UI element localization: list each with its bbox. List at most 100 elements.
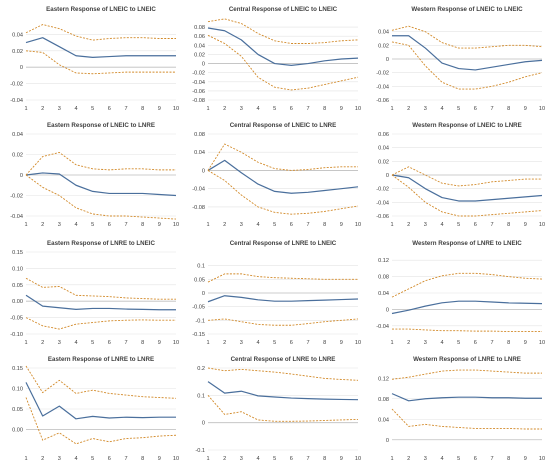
irf-panel-7: Eastern Response of LNRE to LNEIC -0.10 -0… bbox=[10, 240, 179, 346]
x-tick-label: 8 bbox=[507, 222, 510, 228]
y-tick-label: 0.06 bbox=[378, 132, 389, 138]
y-tick-label: 0 bbox=[386, 57, 389, 63]
irf-panel-12: Western Response of LNRE to LNRE 0 0.04 0.0… bbox=[378, 356, 545, 462]
response-line bbox=[25, 382, 176, 420]
y-tick-label: 0.08 bbox=[378, 275, 389, 281]
panel-title: Western Response of LNEIC to LNRE bbox=[412, 122, 522, 129]
x-tick-label: 7 bbox=[490, 106, 493, 112]
y-tick-label: -0.04 bbox=[376, 200, 389, 206]
x-tick-label: 8 bbox=[323, 222, 326, 228]
lower-band-line bbox=[207, 34, 359, 91]
x-tick-label: 8 bbox=[507, 456, 510, 462]
x-tick-label: 6 bbox=[108, 106, 111, 112]
lower-band-line bbox=[392, 328, 542, 332]
irf-panel-1: Eastern Response of LNEIC to LNEIC -0.04 -… bbox=[10, 6, 179, 112]
lower-band-line bbox=[25, 397, 177, 445]
x-tick-label: 8 bbox=[323, 456, 326, 462]
y-tick-label: -0.02 bbox=[376, 71, 389, 77]
x-tick-label: 8 bbox=[323, 106, 326, 112]
upper-band-line bbox=[207, 273, 358, 283]
y-tick-label: 0.02 bbox=[12, 153, 23, 159]
x-tick-label: 9 bbox=[340, 106, 343, 112]
x-tick-label: 5 bbox=[91, 222, 94, 228]
x-tick-label: 2 bbox=[41, 340, 44, 346]
x-tick-label: 2 bbox=[223, 340, 226, 346]
y-tick-label: -0.15 bbox=[192, 332, 205, 338]
lower-band-line bbox=[391, 41, 543, 90]
x-tick-label: 5 bbox=[273, 456, 276, 462]
y-tick-label: 0 bbox=[20, 65, 23, 71]
x-tick-label: 2 bbox=[407, 222, 410, 228]
lower-band-line bbox=[391, 174, 543, 217]
x-tick-label: 4 bbox=[74, 340, 77, 346]
y-tick-label: 0.10 bbox=[12, 266, 23, 272]
y-tick-label: 0.04 bbox=[378, 146, 389, 152]
x-tick-label: 7 bbox=[124, 340, 127, 346]
x-tick-label: 9 bbox=[340, 222, 343, 228]
lower-band-line bbox=[25, 174, 177, 220]
y-tick-label: -0.05 bbox=[10, 316, 23, 322]
y-tick-label: -0.02 bbox=[192, 71, 205, 77]
y-tick-label: -0.02 bbox=[10, 82, 23, 88]
x-tick-label: 6 bbox=[474, 456, 477, 462]
x-tick-label: 3 bbox=[58, 456, 61, 462]
y-tick-label: 0.12 bbox=[378, 258, 389, 264]
panel-title: Western Response of LNRE to LNRE bbox=[413, 356, 521, 363]
x-tick-label: 9 bbox=[340, 340, 343, 346]
x-tick-label: 7 bbox=[306, 106, 309, 112]
y-tick-label: 0.15 bbox=[12, 250, 23, 256]
x-tick-label: 2 bbox=[41, 456, 44, 462]
x-tick-label: 2 bbox=[223, 106, 226, 112]
y-tick-label: 0.00 bbox=[12, 299, 23, 305]
panel-title: Western Response of LNEIC to LNEIC bbox=[411, 6, 523, 13]
x-tick-label: 5 bbox=[273, 222, 276, 228]
response-line bbox=[391, 174, 543, 202]
upper-band-line bbox=[207, 367, 359, 381]
x-tick-label: 4 bbox=[256, 106, 259, 112]
x-tick-label: 6 bbox=[108, 340, 111, 346]
x-tick-label: 8 bbox=[323, 340, 326, 346]
x-tick-label: 3 bbox=[240, 106, 243, 112]
y-tick-label: 0.02 bbox=[378, 159, 389, 165]
x-tick-label: 9 bbox=[158, 456, 161, 462]
x-tick-label: 1 bbox=[24, 222, 27, 228]
x-tick-label: 9 bbox=[340, 456, 343, 462]
x-tick-label: 5 bbox=[91, 456, 94, 462]
y-tick-label: 0 bbox=[386, 438, 389, 444]
panel-title: Western Response of LNRE to LNEIC bbox=[412, 240, 522, 247]
y-tick-label: 0.02 bbox=[12, 49, 23, 55]
x-tick-label: 6 bbox=[474, 106, 477, 112]
x-tick-label: 2 bbox=[407, 456, 410, 462]
x-tick-label: 3 bbox=[424, 340, 427, 346]
upper-band-line bbox=[391, 25, 543, 49]
panel-title: Central Response of LNEIC to LNRE bbox=[230, 122, 337, 129]
x-tick-label: 1 bbox=[206, 222, 209, 228]
x-tick-label: 3 bbox=[58, 340, 61, 346]
x-tick-label: 4 bbox=[440, 456, 443, 462]
x-tick-label: 9 bbox=[158, 222, 161, 228]
irf-panel-4: Eastern Response of LNEIC to LNRE -0.04 -0… bbox=[10, 122, 179, 228]
x-tick-label: 1 bbox=[206, 106, 209, 112]
x-tick-label: 9 bbox=[524, 456, 527, 462]
x-tick-label: 5 bbox=[457, 106, 460, 112]
x-tick-label: 6 bbox=[474, 340, 477, 346]
y-tick-label: 0 bbox=[202, 168, 205, 174]
irf-panel-6: Western Response of LNEIC to LNRE -0.06 -0… bbox=[376, 122, 545, 228]
x-tick-label: 4 bbox=[256, 340, 259, 346]
irf-panel-9: Western Response of LNRE to LNEIC -0.04 0 0… bbox=[376, 240, 545, 346]
response-line bbox=[391, 300, 543, 315]
x-tick-label: 5 bbox=[91, 106, 94, 112]
x-tick-label: 2 bbox=[407, 340, 410, 346]
panel-title: Central Response of LNRE to LNEIC bbox=[230, 240, 337, 247]
y-tick-label: -0.06 bbox=[376, 98, 389, 104]
y-tick-label: -0.06 bbox=[192, 89, 205, 95]
panel-title: Eastern Response of LNEIC to LNEIC bbox=[46, 6, 156, 13]
y-tick-label: 0.04 bbox=[12, 32, 23, 38]
x-tick-label: 10 bbox=[539, 340, 545, 346]
x-tick-label: 2 bbox=[407, 106, 410, 112]
x-tick-label: 7 bbox=[306, 340, 309, 346]
x-tick-label: 2 bbox=[41, 106, 44, 112]
lower-band-line bbox=[207, 395, 359, 422]
upper-band-line bbox=[391, 166, 542, 187]
